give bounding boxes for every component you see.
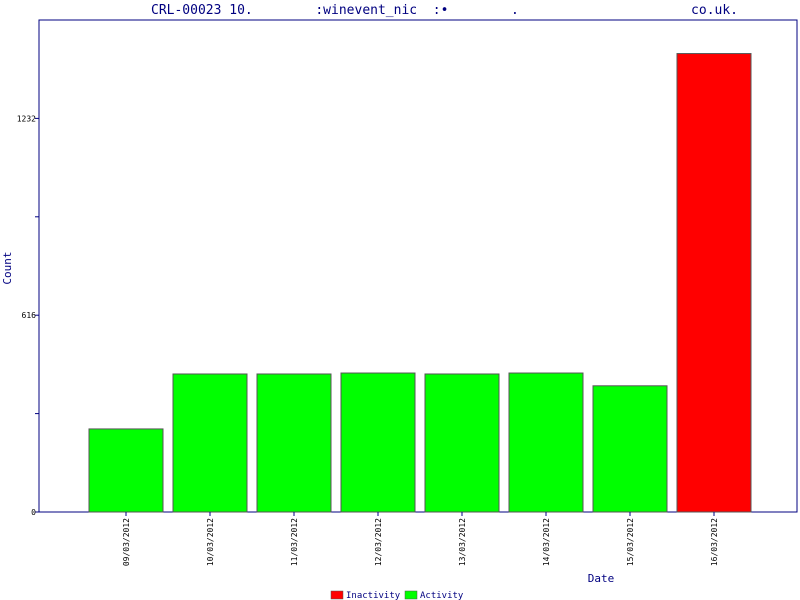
x-axis-label: Date — [588, 572, 615, 585]
bar-6 — [508, 372, 584, 513]
x-tick-label: 12/03/2012 — [374, 518, 383, 566]
bar-1 — [88, 428, 164, 513]
y-tick-label: 0 — [31, 508, 36, 517]
x-tick-label: 11/03/2012 — [290, 518, 299, 566]
bar-2 — [172, 373, 248, 513]
bar-4 — [340, 372, 416, 513]
x-tick-label: 09/03/2012 — [122, 518, 131, 566]
y-axis: 0 616 1232 — [17, 114, 39, 517]
x-tick-label: 16/03/2012 — [710, 518, 719, 566]
x-tick-label: 15/03/2012 — [626, 518, 635, 566]
bar-5 — [424, 373, 500, 513]
chart-title: CRL-00023 10. :winevent_nic :• . co.uk. — [151, 3, 738, 18]
x-axis-tick-labels: 09/03/2012 10/03/2012 11/03/2012 12/03/2012… — [122, 518, 719, 566]
bar-8 — [676, 53, 752, 513]
y-tick-label: 616 — [22, 311, 37, 320]
y-axis-label: Count — [1, 251, 14, 284]
legend-label-activity: Activity — [420, 591, 464, 600]
legend-swatch-inactivity — [330, 590, 344, 600]
y-tick-label: 1232 — [17, 114, 36, 123]
x-tick-label: 10/03/2012 — [206, 518, 215, 566]
x-tick-label: 14/03/2012 — [542, 518, 551, 566]
legend-swatch-activity — [404, 590, 418, 600]
bar-7 — [592, 385, 668, 513]
legend: Inactivity Activity — [330, 590, 464, 600]
bar-3 — [256, 373, 332, 513]
bars — [88, 53, 752, 516]
plot-frame — [38, 19, 798, 513]
x-tick-label: 13/03/2012 — [458, 518, 467, 566]
legend-label-inactivity: Inactivity — [346, 591, 401, 600]
